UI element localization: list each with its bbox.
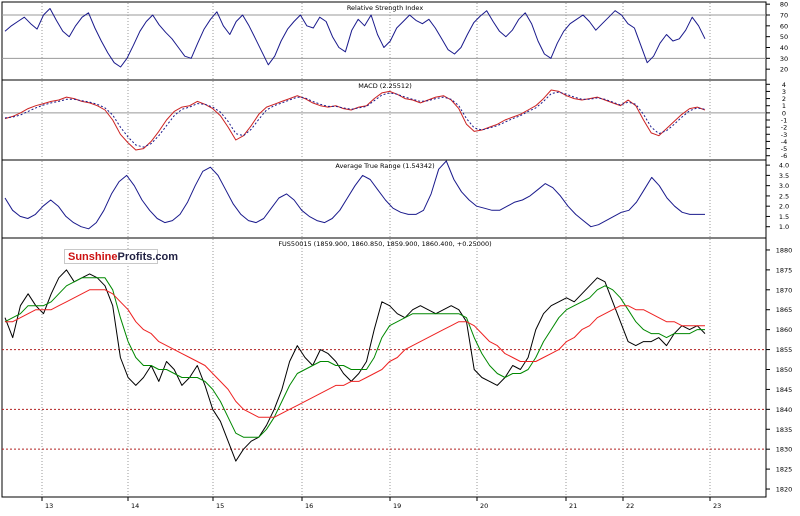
- y-tick-label: 1835: [776, 426, 793, 434]
- y-tick-label: 1830: [776, 446, 793, 454]
- y-tick-label: 20: [780, 66, 788, 74]
- y-tick-label: 3.5: [779, 172, 789, 180]
- sunshine-profits-logo: SunshineProfits.com: [64, 249, 178, 264]
- x-tick-label: 20: [480, 502, 488, 510]
- series-line-4-2: [4, 277, 705, 438]
- y-tick-label: 0: [782, 109, 786, 117]
- logo-text-profits: Profits.com: [117, 251, 179, 263]
- panel-frame-3: [1, 159, 767, 239]
- y-tick-label: 2: [782, 95, 786, 103]
- series-line-4-1: [4, 269, 706, 462]
- y-tick-label: -1: [781, 117, 787, 125]
- y-tick-label: -2: [781, 124, 787, 132]
- y-tick-label: 2.0: [779, 203, 789, 211]
- y-tick-label: 30: [780, 55, 788, 63]
- panel-title: Average True Range (1.54342): [335, 162, 434, 170]
- logo-text-sunshine: Sunshine: [68, 251, 118, 263]
- y-tick-label: 40: [780, 44, 788, 52]
- x-tick-label: 21: [569, 502, 577, 510]
- y-tick-label: -3: [781, 131, 787, 139]
- y-tick-label: 1880: [776, 246, 793, 254]
- y-tick-label: 1865: [776, 306, 793, 314]
- y-tick-label: 1845: [776, 386, 793, 394]
- x-tick-label: 14: [131, 502, 139, 510]
- y-tick-label: -4: [781, 138, 787, 146]
- y-tick-label: 1875: [776, 266, 793, 274]
- y-tick-label: 4: [782, 81, 786, 89]
- y-tick-label: 1850: [776, 366, 793, 374]
- x-tick-label: 22: [626, 502, 634, 510]
- y-tick-label: 1870: [776, 286, 793, 294]
- y-tick-label: 50: [780, 33, 788, 41]
- x-tick-label: 23: [713, 502, 721, 510]
- y-tick-label: 1: [782, 102, 786, 110]
- y-tick-label: 3: [782, 88, 786, 96]
- y-tick-label: 1855: [776, 346, 793, 354]
- panel-title: Relative Strength Index: [347, 4, 424, 12]
- y-tick-label: 1860: [776, 326, 793, 334]
- y-tick-label: 70: [780, 12, 788, 20]
- x-tick-label: 15: [216, 502, 224, 510]
- y-tick-label: 4.0: [779, 162, 789, 170]
- y-tick-label: 1840: [776, 406, 793, 414]
- panel-title: MACD (2.25512): [358, 82, 412, 90]
- panel-frame-1: [1, 1, 767, 81]
- x-tick-label: 16: [305, 502, 313, 510]
- x-tick-label: 19: [393, 502, 401, 510]
- series-line-4-3: [5, 289, 705, 418]
- series-line-2-2: [4, 91, 706, 148]
- series-line-2-1: [4, 89, 706, 151]
- y-tick-label: 1.0: [779, 223, 789, 231]
- y-tick-label: 80: [780, 1, 788, 9]
- y-tick-label: 1825: [776, 466, 793, 474]
- panel-title: FUS50015 (1859.900, 1860.850, 1859.900, …: [278, 240, 491, 248]
- y-tick-label: 60: [780, 22, 788, 30]
- series-line-1-1: [4, 8, 706, 68]
- y-tick-label: 3.0: [779, 182, 789, 190]
- y-tick-label: 1.5: [779, 213, 789, 221]
- x-tick-label: 13: [45, 502, 53, 510]
- series-line-3-1: [4, 160, 705, 230]
- y-tick-label: 1820: [776, 486, 793, 494]
- y-tick-label: -6: [781, 152, 787, 160]
- y-tick-label: 2.5: [779, 192, 789, 200]
- y-tick-label: -5: [781, 145, 787, 153]
